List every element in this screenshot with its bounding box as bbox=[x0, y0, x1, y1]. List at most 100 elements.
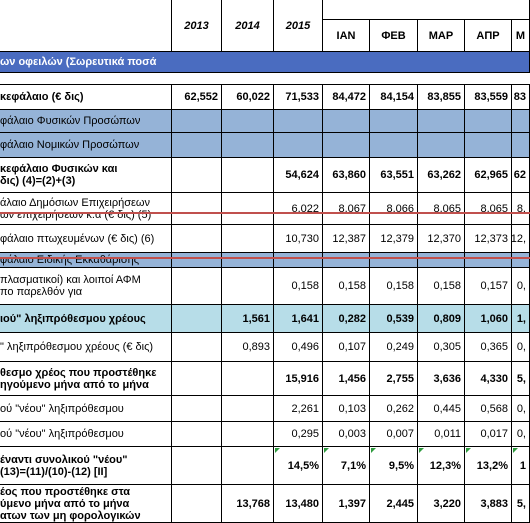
cell bbox=[222, 225, 274, 253]
label-line: ύμενο μήνα από το μήνα bbox=[0, 497, 130, 510]
cell bbox=[418, 133, 465, 158]
label-line: έος που προστέθηκε στα bbox=[0, 485, 131, 498]
cell: 63,262 bbox=[418, 158, 465, 193]
cell: 0,282 bbox=[323, 305, 370, 333]
row-label: θεσμο χρέος που προστέθηκε ηγούμενο μήνα … bbox=[0, 362, 172, 396]
cell: 12,379 bbox=[370, 225, 418, 253]
cell: 0,158 bbox=[323, 268, 370, 305]
cell: 71,533 bbox=[274, 85, 323, 110]
label-line: πλασματικοί) και λοιποί ΑΦΜ bbox=[0, 274, 141, 286]
cell bbox=[222, 422, 274, 447]
cell: 0, bbox=[512, 268, 530, 305]
cell: 0,496 bbox=[274, 333, 323, 362]
cell: 84,154 bbox=[370, 85, 418, 110]
cell bbox=[465, 253, 512, 268]
row-label: ού "νέου" ληξιπρόθεσμου bbox=[0, 396, 172, 422]
cell: 12,3% bbox=[418, 447, 465, 485]
cell bbox=[222, 396, 274, 422]
cell: 4,330 bbox=[465, 362, 512, 396]
section-title: ων οφειλών (Σωρευτικά ποσά bbox=[0, 52, 530, 73]
strike-line bbox=[0, 212, 530, 214]
cell: 9,5% bbox=[370, 447, 418, 485]
cell bbox=[512, 253, 530, 268]
cell bbox=[370, 110, 418, 133]
cell: 8,067 bbox=[323, 193, 370, 225]
label-line: ηγούμενο μήνα από το μήνα bbox=[0, 378, 149, 391]
cell: 8, bbox=[512, 193, 530, 225]
label-line: κεφάλαιο (€ δις) bbox=[0, 91, 84, 103]
row-label: φάλαιο Φυσικών Προσώπων bbox=[0, 110, 172, 133]
row-label: έναντι συνολικού "νέου" (13)=(11)/(10)-(… bbox=[0, 447, 172, 485]
cell: 6,022 bbox=[274, 193, 323, 225]
label-line: έναντι συνολικού "νέου" bbox=[0, 453, 128, 466]
cell: 62,965 bbox=[465, 158, 512, 193]
cell bbox=[222, 268, 274, 305]
cell: 0,158 bbox=[418, 268, 465, 305]
cell: 0,568 bbox=[465, 396, 512, 422]
header-blank bbox=[418, 0, 465, 19]
cell: 7,1% bbox=[323, 447, 370, 485]
cell: 2,261 bbox=[274, 396, 323, 422]
cell: 12,370 bbox=[418, 225, 465, 253]
month-header: ΑΠΡ bbox=[465, 19, 512, 52]
row-label: πλασματικοί) και λοιποί ΑΦΜ πο παρελθόν γ… bbox=[0, 268, 172, 305]
month-header: Μ bbox=[512, 19, 530, 52]
label-line: φάλαιο Ειδικής Εκκαθάρισης bbox=[0, 254, 140, 266]
cell bbox=[222, 253, 274, 268]
cell: 0, bbox=[512, 396, 530, 422]
cell bbox=[323, 133, 370, 158]
cell: 60,022 bbox=[222, 85, 274, 110]
label-line: ατων των μη φορολογικών bbox=[0, 509, 141, 522]
cell bbox=[222, 110, 274, 133]
error-indicator bbox=[324, 448, 329, 453]
label-line: άλαιο Δημόσιων Επιχειρήσεων bbox=[0, 196, 151, 209]
cell: 13,480 bbox=[274, 485, 323, 523]
cell: 63,860 bbox=[323, 158, 370, 193]
cell: 0,017 bbox=[465, 422, 512, 447]
error-indicator bbox=[419, 448, 424, 453]
cell: 0,365 bbox=[465, 333, 512, 362]
cell: 14,5% bbox=[274, 447, 323, 485]
header-blank bbox=[512, 0, 530, 19]
header-blank bbox=[370, 0, 418, 19]
header-blank bbox=[465, 0, 512, 19]
cell: 0,003 bbox=[323, 422, 370, 447]
cell: 12, bbox=[512, 225, 530, 253]
cell bbox=[418, 253, 465, 268]
cell bbox=[370, 253, 418, 268]
cell bbox=[172, 305, 222, 333]
label-line: ού "νέου" ληξιπρόθεσμου bbox=[0, 402, 124, 415]
row-label: κεφάλαιο Φυσικών και δις) (4)=(2)+(3) bbox=[0, 158, 172, 193]
cell: 0,295 bbox=[274, 422, 323, 447]
cell bbox=[323, 253, 370, 268]
label-line: φάλαιο πτωχευμένων (€ δις) (6) bbox=[0, 232, 155, 245]
cell: 13,768 bbox=[222, 485, 274, 523]
cell: 2,755 bbox=[370, 362, 418, 396]
cell: 62,552 bbox=[172, 85, 222, 110]
cell bbox=[465, 133, 512, 158]
error-indicator bbox=[275, 448, 280, 453]
row-label: κεφάλαιο (€ δις) bbox=[0, 85, 172, 110]
cell: 62 bbox=[512, 158, 530, 193]
cell bbox=[465, 110, 512, 133]
cell: 83,559 bbox=[465, 85, 512, 110]
cell: 0,249 bbox=[370, 333, 418, 362]
cell: 8,065 bbox=[418, 193, 465, 225]
cell: 10,730 bbox=[274, 225, 323, 253]
cell: 3,636 bbox=[418, 362, 465, 396]
cell: 15,916 bbox=[274, 362, 323, 396]
cell bbox=[172, 396, 222, 422]
cell bbox=[172, 333, 222, 362]
cell: 12,373 bbox=[465, 225, 512, 253]
header-blank bbox=[0, 0, 172, 52]
label-line: δις) (4)=(2)+(3) bbox=[0, 175, 76, 187]
row-label: " ληξιπρόθεσμου χρέους (€ δις) bbox=[0, 333, 172, 362]
cell bbox=[172, 253, 222, 268]
cell: 1, bbox=[512, 305, 530, 333]
label-line: " ληξιπρόθεσμου χρέους (€ δις) bbox=[0, 341, 154, 353]
month-header: ΙΑΝ bbox=[323, 19, 370, 52]
cell bbox=[222, 133, 274, 158]
cell bbox=[172, 485, 222, 523]
cell bbox=[172, 158, 222, 193]
